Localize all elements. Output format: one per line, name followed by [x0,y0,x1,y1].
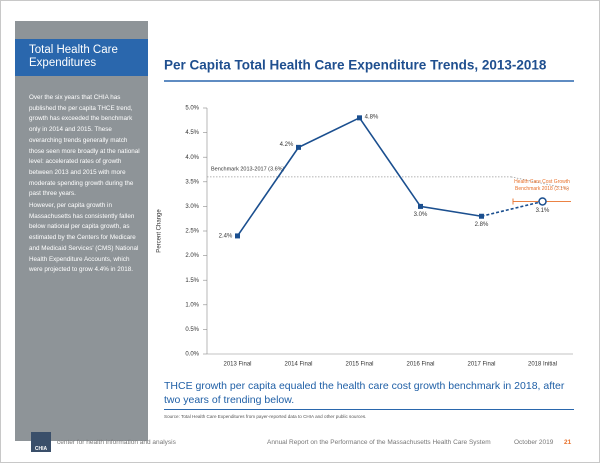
y-tick-label: 3.5% [185,179,199,185]
y-axis-title: Percent Change [157,209,163,253]
caption: THCE growth per capita equaled the healt… [164,380,565,406]
sidebar-paragraph: However, per capita growth in Massachuse… [29,202,139,274]
data-point [357,115,362,121]
y-tick-label: 2.5% [185,229,199,235]
benchmark-drop [510,176,570,190]
value-label: 2.4% [219,233,233,239]
data-point [235,233,240,239]
footer-report: Annual Report on the Performance of the … [267,439,491,446]
y-tick-label: 4.0% [185,155,199,161]
x-tick-label: 2015 Final [345,362,373,368]
y-tick-label: 3.0% [185,204,199,210]
value-label: 4.2% [280,142,294,148]
value-label: 2.8% [475,222,489,228]
benchmark-label: Health Care Cost Growth [514,179,570,185]
y-tick-label: 1.5% [185,278,199,284]
footer-date: October 2019 [514,439,554,446]
value-label: 3.0% [414,212,428,218]
data-point [418,203,423,209]
data-point [296,144,301,150]
benchmark-label: Benchmark 2018 (3.1%) [515,186,569,192]
sidebar-title: Total Health Care Expenditures [15,39,148,76]
y-tick-label: 1.0% [185,302,199,308]
benchmark-label: Benchmark 2013-2017 (3.6%) [211,166,285,172]
x-tick-label: 2014 Final [284,362,312,368]
sidebar: Total Health Care Expenditures Over the … [15,21,148,441]
value-label: 4.8% [365,114,379,120]
y-tick-label: 2.0% [185,253,199,259]
chart: Per Capita Total Health Care Expenditure… [157,58,574,368]
y-tick-label: 0.0% [185,352,199,358]
source: Source: Total Health Care Expenditures f… [164,414,367,419]
logo: CHIA [31,432,51,452]
y-tick-label: 0.5% [185,327,199,333]
data-point [538,197,547,206]
x-tick-label: 2016 Final [406,362,434,368]
footer-page: 21 [564,439,572,446]
sidebar-paragraph: Over the six years that CHIA has publish… [29,94,140,198]
y-tick-label: 5.0% [185,106,199,112]
x-tick-label: 2017 Final [467,362,495,368]
x-tick-label: 2018 Initial [528,362,557,368]
y-tick-label: 4.5% [185,130,199,136]
value-label: 3.1% [536,208,550,214]
x-tick-label: 2013 Final [223,362,251,368]
caption-rule [164,409,574,410]
data-point [479,213,484,219]
chart-title: Per Capita Total Health Care Expenditure… [164,58,547,73]
projected-segment [481,200,543,218]
footer-org: center for health information and analys… [57,439,176,446]
